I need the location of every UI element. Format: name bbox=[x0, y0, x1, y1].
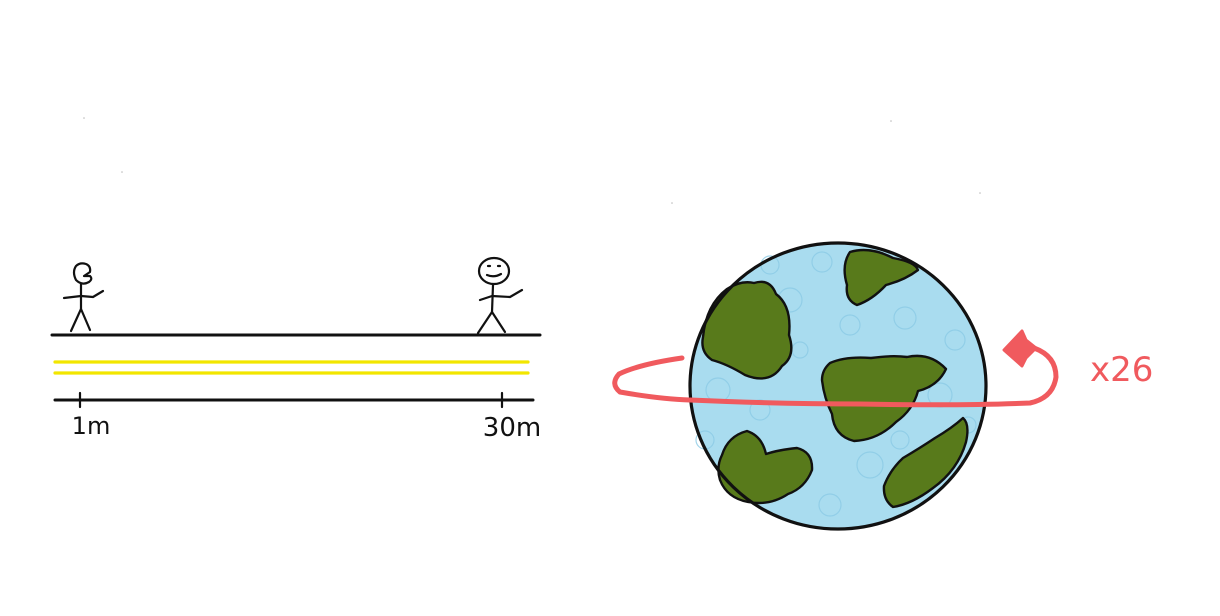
globe-outline bbox=[688, 241, 988, 531]
stick-figure-left bbox=[62, 262, 105, 333]
stick-figure-right-head bbox=[477, 256, 511, 286]
label-multiplier: x26 bbox=[1090, 350, 1153, 390]
earth-globe bbox=[688, 241, 988, 531]
stick-figure-left-head bbox=[72, 262, 93, 285]
distance-diagram: 1m 30m bbox=[50, 256, 542, 443]
stick-figure-left-arms bbox=[62, 289, 105, 300]
continents bbox=[701, 248, 969, 509]
continent-south-america bbox=[717, 429, 814, 505]
loop-arrowhead bbox=[1002, 329, 1038, 368]
stick-figure-right-legs bbox=[476, 310, 507, 335]
paper-specks bbox=[83, 117, 981, 204]
continent-australia-east bbox=[882, 416, 969, 509]
globe-diagram: x26 bbox=[612, 241, 1153, 531]
continent-eurasia-africa bbox=[820, 354, 948, 443]
stick-figure-right-arms bbox=[478, 288, 524, 302]
label-1m: 1m bbox=[72, 412, 111, 440]
loop-front-stroke bbox=[687, 345, 1059, 408]
stick-figure-right bbox=[476, 256, 524, 335]
label-30m: 30m bbox=[483, 413, 541, 443]
stick-figure-right-torso bbox=[490, 283, 495, 314]
signal-lines bbox=[53, 360, 530, 375]
continent-greenland bbox=[843, 248, 920, 307]
stick-figure-left-legs bbox=[69, 307, 92, 333]
loop-back-stroke bbox=[612, 355, 693, 403]
stick-figure-right-mouth bbox=[485, 272, 503, 278]
